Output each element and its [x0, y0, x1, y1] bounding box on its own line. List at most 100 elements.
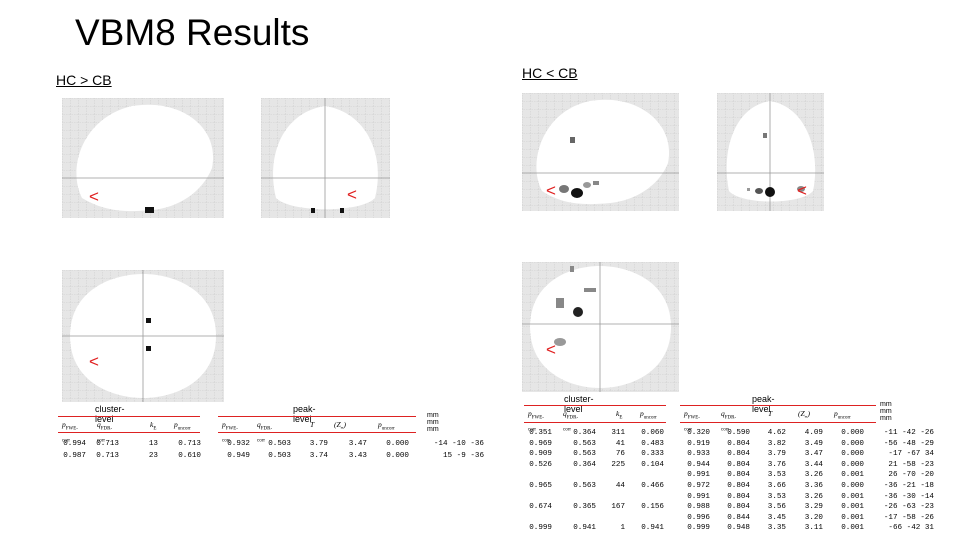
- table-cell: 0.320: [687, 429, 710, 437]
- table-cell: 15 -9 -36: [442, 451, 484, 460]
- table-cell: 0.941: [641, 524, 664, 533]
- svg-text:<: <: [89, 352, 99, 371]
- table-cell: 3.44: [804, 460, 823, 469]
- table-cell: 0.000: [841, 482, 864, 490]
- table-cell: 1: [620, 524, 625, 533]
- table-cell: 0.001: [841, 503, 864, 512]
- table-cell: 0.503: [268, 440, 291, 448]
- header-rule: [58, 432, 200, 433]
- table-cell: 311: [611, 429, 625, 437]
- svg-text:<: <: [546, 181, 556, 200]
- table-cell: 0.919: [687, 439, 710, 448]
- table-cell: 3.79: [309, 440, 328, 448]
- col-header: pFWE-corr: [528, 409, 544, 432]
- table-cell: 0.804: [727, 460, 750, 469]
- svg-text:<: <: [347, 185, 357, 204]
- table-cell: 3.45: [767, 513, 786, 522]
- table-cell: 3.66: [767, 482, 786, 490]
- table-cell: 3.26: [804, 492, 823, 501]
- table-cell: 0.060: [641, 429, 664, 437]
- right-subtitle: HC < CB: [522, 65, 578, 81]
- col-header: pFWE-corr: [222, 420, 238, 443]
- table-cell: 0.988: [687, 503, 710, 512]
- peak-rule: [680, 405, 876, 406]
- table-cell: -36 -30 -14: [883, 492, 934, 501]
- col-header: kE: [150, 420, 157, 432]
- col-header: qFDR-corr: [97, 420, 113, 443]
- table-cell: 0.804: [727, 503, 750, 512]
- col-header: T: [310, 420, 315, 429]
- table-cell: 0.804: [727, 471, 750, 480]
- svg-text:<: <: [89, 187, 99, 206]
- table-cell: 0.333: [641, 450, 664, 459]
- table-cell: -11 -42 -26: [883, 429, 934, 437]
- left-subtitle: HC > CB: [56, 72, 112, 88]
- table-cell: 3.20: [804, 513, 823, 522]
- table-cell: 0.996: [687, 513, 710, 522]
- table-cell: 3.56: [767, 503, 786, 512]
- glass-brain-axial-right: <: [522, 262, 679, 392]
- table-cell: 0.713: [96, 451, 119, 460]
- table-cell: 0.991: [687, 471, 710, 480]
- glass-brain-axial-left: <: [62, 270, 224, 402]
- cluster-rule: [58, 416, 200, 417]
- header-rule: [680, 422, 876, 423]
- header-rule: [218, 432, 416, 433]
- col-header: puncorr: [378, 420, 395, 432]
- table-cell: 41: [615, 439, 625, 448]
- col-header: (Z≡): [334, 420, 346, 432]
- peak-level-header: peak-level: [293, 404, 316, 424]
- table-cell: 0.000: [841, 439, 864, 448]
- table-cell: 0.001: [841, 513, 864, 522]
- table-cell: 4.09: [804, 429, 823, 437]
- table-cell: 0.804: [727, 450, 750, 459]
- table-cell: -14 -10 -36: [433, 440, 484, 448]
- table-cell: 0.351: [529, 429, 552, 437]
- svg-text:<: <: [546, 340, 556, 359]
- cluster-level-header: cluster-level: [564, 394, 594, 414]
- table-cell: 0.994: [63, 440, 86, 448]
- col-header: (Z≡): [798, 409, 810, 421]
- table-cell: 167: [611, 503, 625, 512]
- table-cell: 0.000: [841, 429, 864, 437]
- table-cell: 0.104: [641, 460, 664, 469]
- cluster-rule: [524, 405, 666, 406]
- col-header: puncorr: [640, 409, 657, 421]
- table-cell: 0.972: [687, 482, 710, 490]
- table-cell: 3.47: [804, 450, 823, 459]
- col-header: qFDR-corr: [721, 409, 737, 432]
- table-cell: 0.610: [178, 451, 201, 460]
- table-cell: 0.999: [529, 524, 552, 533]
- svg-text:<: <: [797, 181, 807, 200]
- table-cell: 0.000: [841, 450, 864, 459]
- table-cell: 0.466: [641, 482, 664, 490]
- table-cell: 0.503: [268, 451, 291, 460]
- table-cell: 0.526: [529, 460, 552, 469]
- peak-level-header: peak-level: [752, 394, 775, 414]
- col-header: pFWE-corr: [62, 420, 78, 443]
- table-cell: 0.674: [529, 503, 552, 512]
- table-cell: 3.74: [309, 451, 328, 460]
- mm-header: mm mm mm: [427, 412, 439, 433]
- table-cell: 3.36: [804, 482, 823, 490]
- table-cell: 0.991: [687, 492, 710, 501]
- table-cell: -26 -63 -23: [883, 503, 934, 512]
- table-cell: -17 -67 34: [888, 450, 934, 459]
- table-cell: 0.563: [573, 482, 596, 490]
- table-cell: 0.563: [573, 450, 596, 459]
- table-cell: 0.365: [573, 503, 596, 512]
- table-cell: 3.47: [348, 440, 367, 448]
- table-cell: 0.364: [573, 429, 596, 437]
- table-cell: -66 -42 31: [888, 524, 934, 533]
- table-cell: 0.000: [386, 440, 409, 448]
- glass-brain-coronal-left: <: [261, 98, 390, 218]
- table-cell: 76: [615, 450, 625, 459]
- table-cell: 3.76: [767, 460, 786, 469]
- table-cell: 0.999: [687, 524, 710, 533]
- table-cell: 0.156: [641, 503, 664, 512]
- table-cell: 0.804: [727, 439, 750, 448]
- glass-brain-coronal-right: <: [717, 93, 824, 211]
- table-cell: 3.79: [767, 450, 786, 459]
- table-cell: 0.483: [641, 439, 664, 448]
- col-header: kE: [616, 409, 623, 421]
